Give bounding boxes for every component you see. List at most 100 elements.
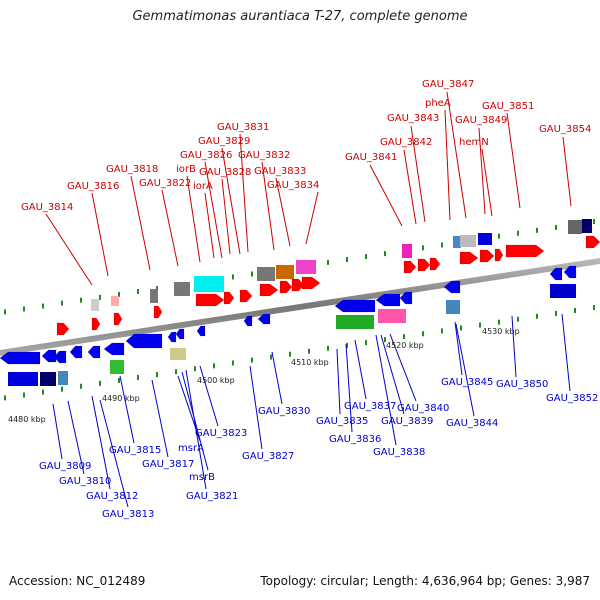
gene-label[interactable]: GAU_3840 xyxy=(397,403,449,414)
gene-label[interactable]: GAU_3826 xyxy=(180,150,232,161)
gene-label[interactable]: GAU_3852 xyxy=(546,393,598,404)
forward-gene xyxy=(301,276,321,290)
tick-mark xyxy=(80,383,82,389)
tick-mark xyxy=(517,230,519,236)
forward-gene xyxy=(91,317,101,331)
gene-label[interactable]: GAU_3841 xyxy=(345,152,397,163)
gene-label[interactable]: hemN xyxy=(459,137,489,148)
map-title: Gemmatimonas aurantiaca T-27, complete g… xyxy=(132,9,468,24)
reverse-gene xyxy=(443,280,461,294)
leader-line xyxy=(204,161,223,259)
gene-label[interactable]: GAU_3829 xyxy=(198,136,250,147)
gene-label[interactable]: GAU_3812 xyxy=(86,491,138,502)
tick-mark xyxy=(422,245,424,251)
leader-line xyxy=(199,365,219,427)
gene-label[interactable]: GAU_3816 xyxy=(67,181,119,192)
gene-label[interactable]: GAU_3818 xyxy=(106,164,158,175)
gene-label[interactable]: iorA xyxy=(193,181,213,192)
gene-label[interactable]: GAU_3834 xyxy=(267,180,319,191)
tick-mark xyxy=(4,309,6,315)
gene-label[interactable]: GAU_3814 xyxy=(21,202,73,213)
leader-line xyxy=(410,125,426,223)
leader-line xyxy=(91,192,109,277)
gene-label[interactable]: GAU_3842 xyxy=(380,137,432,148)
gene-label[interactable]: GAU_3836 xyxy=(329,434,381,445)
gene-label[interactable]: GAU_3845 xyxy=(441,377,493,388)
leader-line xyxy=(91,395,111,490)
tick-mark xyxy=(346,256,348,262)
gene-block xyxy=(111,296,119,306)
tick-mark xyxy=(403,334,405,340)
leader-line xyxy=(481,148,493,217)
gene-label[interactable]: msrB xyxy=(189,472,215,483)
tick-mark xyxy=(327,345,329,351)
forward-gene xyxy=(429,257,441,271)
leader-line xyxy=(249,365,263,450)
leader-line xyxy=(446,91,467,219)
reverse-gene xyxy=(196,325,206,337)
reverse-gene xyxy=(125,333,163,349)
bottom-gene-labels: GAU_3809 GAU_3810 GAU_3812 GAU_3813 GAU_… xyxy=(39,377,598,520)
gene-label[interactable]: GAU_3823 xyxy=(195,428,247,439)
leader-line xyxy=(478,127,486,215)
leader-line xyxy=(186,175,201,263)
gene-label[interactable]: GAU_3809 xyxy=(39,461,91,472)
gene-label[interactable]: GAU_3832 xyxy=(238,150,290,161)
gene-label[interactable]: GAU_3831 xyxy=(217,122,269,133)
gene-label[interactable]: GAU_3813 xyxy=(102,509,154,520)
gene-label[interactable]: GAU_3822 xyxy=(139,178,191,189)
tick-mark xyxy=(175,369,177,375)
gene-label[interactable]: GAU_3839 xyxy=(381,416,433,427)
tick-mark xyxy=(593,219,595,225)
gene-label[interactable]: GAU_3837 xyxy=(344,401,396,412)
tick-mark xyxy=(251,271,253,277)
leader-line xyxy=(52,403,63,460)
gene-label[interactable]: GAU_3830 xyxy=(258,406,310,417)
forward-gene xyxy=(113,312,123,326)
gene-label[interactable]: GAU_3838 xyxy=(373,447,425,458)
gene-label[interactable]: GAU_3844 xyxy=(446,418,498,429)
gene-label[interactable]: iorB xyxy=(176,164,196,175)
leader-line xyxy=(369,164,403,227)
tick-mark xyxy=(232,360,234,366)
reverse-gene xyxy=(243,315,253,327)
leader-line xyxy=(380,334,405,415)
tick-mark xyxy=(441,242,443,248)
gene-label[interactable]: GAU_3827 xyxy=(242,451,294,462)
forward-gene xyxy=(259,283,279,297)
forward-gene xyxy=(291,278,305,292)
reverse-gene xyxy=(167,331,177,343)
tick-mark xyxy=(156,372,158,378)
accession-label: Accession: NC_012489 xyxy=(9,574,146,588)
gene-label[interactable]: GAU_3810 xyxy=(59,476,111,487)
gene-label[interactable]: GAU_3821 xyxy=(186,491,238,502)
tick-mark xyxy=(536,313,538,319)
gene-label[interactable]: GAU_3854 xyxy=(539,124,591,135)
tick-mark xyxy=(251,357,253,363)
leader-line xyxy=(151,379,169,458)
tick-mark xyxy=(270,354,272,360)
gene-label[interactable]: GAU_3849 xyxy=(455,115,507,126)
gene-block xyxy=(402,244,412,258)
tick-mark xyxy=(422,331,424,337)
gene-block xyxy=(378,309,406,323)
gene-label[interactable]: GAU_3847 xyxy=(422,79,474,90)
leader-line xyxy=(444,109,451,221)
gene-label[interactable]: GAU_3817 xyxy=(142,459,194,470)
gene-label[interactable]: GAU_3815 xyxy=(109,445,161,456)
gene-label[interactable]: GAU_3835 xyxy=(316,416,368,427)
gene-label[interactable]: GAU_3828 xyxy=(199,167,251,178)
tick-mark xyxy=(99,294,101,300)
tick-mark xyxy=(460,325,462,331)
gene-label[interactable]: GAU_3851 xyxy=(482,101,534,112)
tick-mark xyxy=(42,389,44,395)
gene-label[interactable]: msrA xyxy=(178,443,204,454)
gene-label[interactable]: GAU_3850 xyxy=(496,379,548,390)
forward-gene xyxy=(223,291,235,305)
gene-label[interactable]: GAU_3843 xyxy=(387,113,439,124)
gene-label[interactable]: GAU_3833 xyxy=(254,166,306,177)
gene-block xyxy=(446,300,460,314)
gene-block xyxy=(296,260,316,274)
gene-label[interactable]: pheA xyxy=(425,98,451,109)
leader-line xyxy=(221,178,231,255)
